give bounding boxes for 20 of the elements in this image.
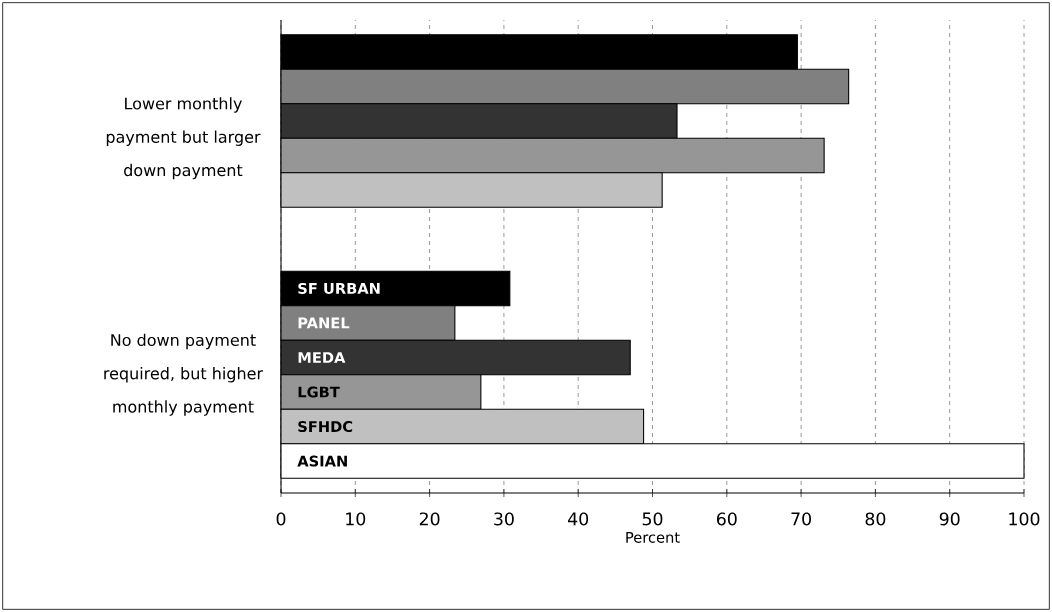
x-tick-label: 100 xyxy=(1009,512,1040,526)
series-label: PANEL xyxy=(298,317,350,329)
x-axis-title: Percent xyxy=(626,531,680,543)
x-tick-label: 10 xyxy=(346,512,366,526)
y-tick-label: No down payment required, but higher monthly payment xyxy=(104,333,264,416)
y-tick-label: Lower monthly payment but larger down payment xyxy=(106,97,261,180)
series-label: SFHDC xyxy=(298,421,353,433)
x-tick-label: 80 xyxy=(865,512,886,526)
x-tick-label: 40 xyxy=(568,512,589,526)
series-label: SF URBAN xyxy=(298,282,380,294)
series-label: LGBT xyxy=(298,386,340,398)
x-tick-label: 50 xyxy=(642,512,663,526)
x-tick-label: 0 xyxy=(276,512,286,526)
x-tick-label: 60 xyxy=(716,512,737,526)
x-tick-label: 70 xyxy=(791,512,811,526)
series-label: ASIAN xyxy=(297,455,347,467)
x-tick-label: 30 xyxy=(494,512,514,526)
series-label: MEDA xyxy=(298,352,346,363)
x-tick-label: 90 xyxy=(939,512,960,526)
x-tick-label: 20 xyxy=(419,512,440,526)
